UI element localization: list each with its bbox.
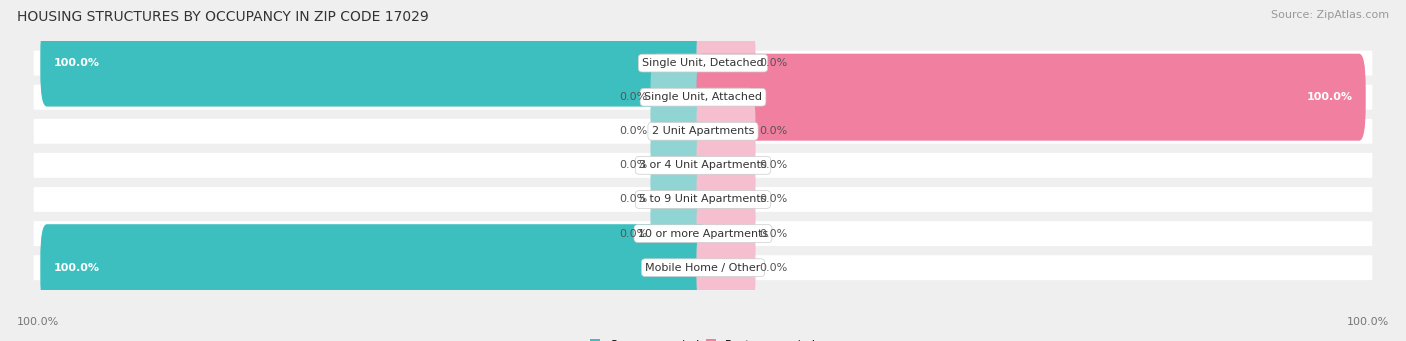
Legend: Owner-occupied, Renter-occupied: Owner-occupied, Renter-occupied <box>586 335 820 341</box>
FancyBboxPatch shape <box>34 255 1372 280</box>
Text: 100.0%: 100.0% <box>53 263 100 273</box>
FancyBboxPatch shape <box>41 20 710 107</box>
Text: 0.0%: 0.0% <box>619 92 647 102</box>
Text: 0.0%: 0.0% <box>759 263 787 273</box>
Text: 100.0%: 100.0% <box>17 317 59 327</box>
FancyBboxPatch shape <box>34 187 1372 212</box>
FancyBboxPatch shape <box>34 221 1372 246</box>
Text: 0.0%: 0.0% <box>759 126 787 136</box>
Text: 10 or more Apartments: 10 or more Apartments <box>638 228 768 239</box>
Text: 0.0%: 0.0% <box>759 228 787 239</box>
FancyBboxPatch shape <box>696 54 1365 141</box>
Text: 0.0%: 0.0% <box>619 160 647 170</box>
FancyBboxPatch shape <box>651 54 710 141</box>
Text: Single Unit, Attached: Single Unit, Attached <box>644 92 762 102</box>
FancyBboxPatch shape <box>696 190 755 277</box>
Text: 5 to 9 Unit Apartments: 5 to 9 Unit Apartments <box>640 194 766 205</box>
FancyBboxPatch shape <box>41 224 710 311</box>
Text: 0.0%: 0.0% <box>619 126 647 136</box>
Text: 0.0%: 0.0% <box>619 228 647 239</box>
FancyBboxPatch shape <box>696 224 755 311</box>
Text: 0.0%: 0.0% <box>619 194 647 205</box>
FancyBboxPatch shape <box>34 85 1372 110</box>
Text: 0.0%: 0.0% <box>759 194 787 205</box>
Text: 0.0%: 0.0% <box>759 160 787 170</box>
FancyBboxPatch shape <box>696 20 755 107</box>
FancyBboxPatch shape <box>651 88 710 175</box>
Text: 100.0%: 100.0% <box>53 58 100 68</box>
FancyBboxPatch shape <box>696 156 755 243</box>
FancyBboxPatch shape <box>696 122 755 209</box>
Text: 0.0%: 0.0% <box>759 58 787 68</box>
Text: 100.0%: 100.0% <box>1306 92 1353 102</box>
FancyBboxPatch shape <box>651 190 710 277</box>
FancyBboxPatch shape <box>34 119 1372 144</box>
FancyBboxPatch shape <box>696 88 755 175</box>
Text: Single Unit, Detached: Single Unit, Detached <box>643 58 763 68</box>
Text: Mobile Home / Other: Mobile Home / Other <box>645 263 761 273</box>
Text: Source: ZipAtlas.com: Source: ZipAtlas.com <box>1271 10 1389 20</box>
Text: 2 Unit Apartments: 2 Unit Apartments <box>652 126 754 136</box>
Text: 3 or 4 Unit Apartments: 3 or 4 Unit Apartments <box>640 160 766 170</box>
FancyBboxPatch shape <box>34 153 1372 178</box>
FancyBboxPatch shape <box>651 122 710 209</box>
Text: 100.0%: 100.0% <box>1347 317 1389 327</box>
FancyBboxPatch shape <box>34 51 1372 76</box>
Text: HOUSING STRUCTURES BY OCCUPANCY IN ZIP CODE 17029: HOUSING STRUCTURES BY OCCUPANCY IN ZIP C… <box>17 10 429 24</box>
FancyBboxPatch shape <box>651 156 710 243</box>
